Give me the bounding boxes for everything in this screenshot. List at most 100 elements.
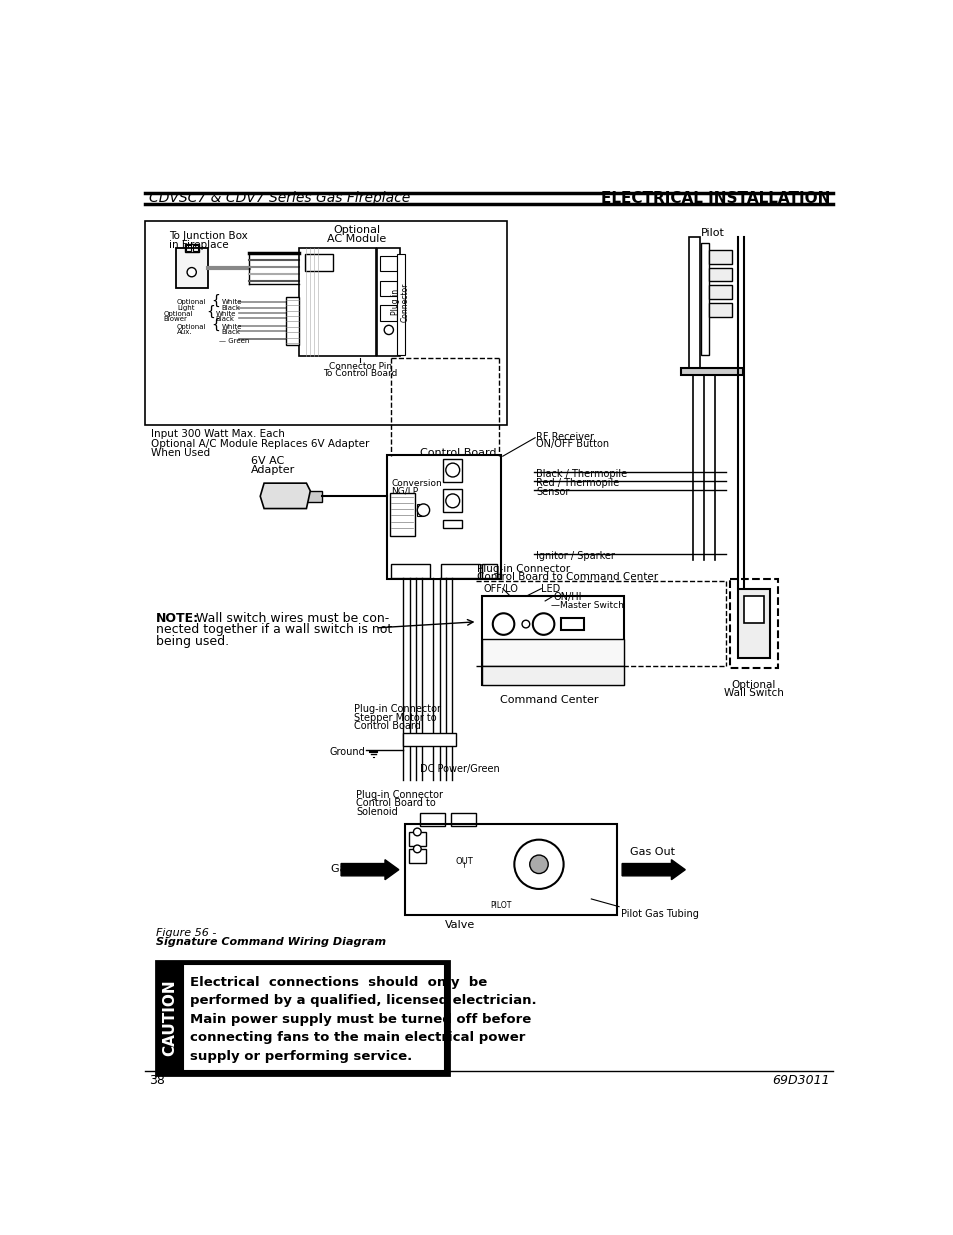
Bar [416,504,423,516]
Bar [185,245,198,252]
Bar [708,303,732,317]
Bar [420,814,444,826]
Text: ON/OFF Button: ON/OFF Button [536,440,608,450]
Bar [298,248,375,356]
Bar [440,564,479,578]
Text: Gas In: Gas In [331,864,366,874]
Text: Control Board to Command Center: Control Board to Command Center [476,573,658,583]
Text: When Used: When Used [151,448,210,458]
Bar [387,454,500,579]
Circle shape [416,504,429,516]
Text: Blower: Blower [163,316,187,322]
Circle shape [413,829,420,836]
Bar [285,296,298,345]
Text: White: White [221,299,242,305]
Bar [409,832,425,846]
Bar [451,814,476,826]
Text: ELECTRICAL INSTALLATION: ELECTRICAL INSTALLATION [600,190,829,206]
Bar [708,249,732,264]
Text: connecting fans to the main electrical power: connecting fans to the main electrical p… [190,1031,525,1045]
Text: White: White [215,311,235,316]
Bar [193,246,197,252]
Circle shape [521,620,529,627]
Text: being used.: being used. [156,635,229,648]
Bar [737,589,769,658]
Circle shape [445,494,459,508]
Text: Optional: Optional [163,311,193,316]
Text: nected together if a wall switch is not: nected together if a wall switch is not [156,624,392,636]
Bar [380,305,396,321]
Bar [186,246,191,252]
Bar [403,734,456,746]
Text: DC Power/Green: DC Power/Green [420,764,499,774]
Bar [481,597,624,685]
Text: Connector Pin: Connector Pin [329,362,392,372]
Text: ON/HI: ON/HI [553,593,581,603]
Text: Solenoid: Solenoid [356,806,397,816]
Text: performed by a qualified, licensed electrician.: performed by a qualified, licensed elect… [190,994,537,1008]
Circle shape [445,463,459,477]
Circle shape [529,855,548,873]
Text: Ground: Ground [329,747,365,757]
Circle shape [533,614,554,635]
Bar [708,268,732,282]
Circle shape [384,325,393,335]
Text: Black: Black [221,305,240,310]
Text: Conversion: Conversion [391,479,441,488]
Text: NG/LP: NG/LP [391,487,417,496]
Text: Optional: Optional [731,679,775,689]
Text: PILOT: PILOT [489,902,511,910]
Text: Valve: Valve [445,920,475,930]
Bar [396,254,405,354]
Text: OFF/LO: OFF/LO [483,584,517,594]
Text: {: { [206,305,215,319]
Text: CDVSC7 & CDV7 Series Gas Fireplace: CDVSC7 & CDV7 Series Gas Fireplace [149,191,410,205]
Text: Input 300 Watt Max. Each: Input 300 Watt Max. Each [151,430,285,440]
Bar [743,597,763,624]
Polygon shape [260,483,310,509]
Text: LED: LED [540,584,560,594]
Bar [183,965,444,1071]
Bar [380,256,396,272]
Bar [729,579,778,668]
Text: Wall Switch: Wall Switch [723,688,783,698]
Bar [688,237,700,369]
Text: Control Board: Control Board [354,721,420,731]
Text: To Junction Box: To Junction Box [170,231,248,241]
Bar [175,248,208,288]
Bar [481,666,624,685]
Text: {: { [212,319,220,332]
Text: 6V AC: 6V AC [251,456,284,466]
Bar [391,564,429,578]
Bar [376,248,400,356]
FancyArrow shape [621,860,684,879]
Text: —Master Switch: —Master Switch [551,601,623,610]
Text: Black: Black [221,330,240,335]
Text: Wall switch wires must be con-: Wall switch wires must be con- [192,611,389,625]
Text: Black / Thermopile: Black / Thermopile [536,468,626,478]
Text: 38: 38 [149,1073,164,1087]
Bar [409,848,425,863]
Bar [481,638,624,666]
Text: supply or performing service.: supply or performing service. [190,1050,412,1063]
Text: Red / Thermopile: Red / Thermopile [536,478,618,488]
Bar [443,520,461,527]
Text: Light: Light [177,305,194,310]
Circle shape [514,840,563,889]
Text: Gas Out: Gas Out [629,847,674,857]
Circle shape [413,845,420,852]
Text: {: { [212,294,220,308]
Text: 69D3011: 69D3011 [772,1073,829,1087]
Bar [306,490,321,503]
Bar [389,493,415,536]
Text: Optional A/C Module Replaces 6V Adapter: Optional A/C Module Replaces 6V Adapter [151,440,369,450]
Text: Black: Black [215,316,234,322]
Text: CAUTION: CAUTION [162,979,177,1056]
Text: Plug-in Connector: Plug-in Connector [356,789,443,799]
Bar [443,458,461,482]
Bar [305,254,333,272]
Text: Main power supply must be turned off before: Main power supply must be turned off bef… [190,1013,531,1026]
Text: Command Center: Command Center [499,695,598,705]
Bar [700,243,708,354]
Text: Optional: Optional [177,299,207,305]
